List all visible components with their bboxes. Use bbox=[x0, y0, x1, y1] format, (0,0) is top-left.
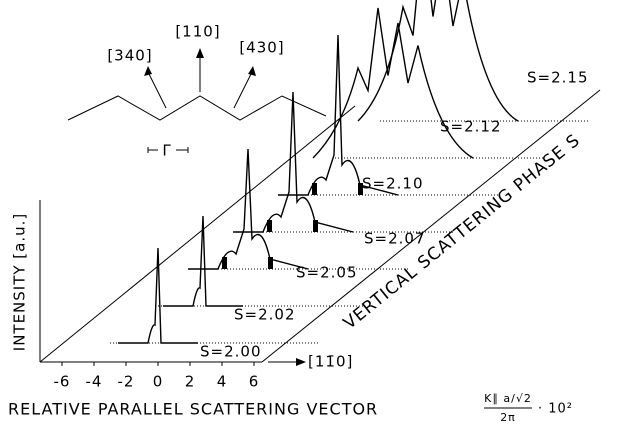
trace-bar bbox=[312, 183, 317, 195]
formula-factor: · 10² bbox=[538, 402, 573, 417]
formula-numerator: K∥ a/√2 bbox=[484, 392, 532, 405]
trace bbox=[118, 247, 198, 344]
depth-axis-right bbox=[261, 89, 601, 363]
x-tick-label: 6 bbox=[249, 373, 260, 391]
gamma-label: Γ bbox=[162, 142, 171, 160]
y-label: INTENSITY [a.u.] bbox=[11, 213, 29, 351]
arrow-head bbox=[196, 48, 204, 58]
formula-denominator: 2π bbox=[500, 411, 516, 424]
x-tick-label: -2 bbox=[118, 373, 135, 391]
arrow-head bbox=[296, 358, 306, 366]
trace bbox=[188, 148, 309, 270]
direction-label: [340] bbox=[107, 47, 152, 65]
trace-label: S=2.07 bbox=[364, 230, 426, 248]
gamma-marker bbox=[147, 147, 189, 153]
x-tick-label: 0 bbox=[153, 373, 164, 391]
zigzag bbox=[67, 95, 327, 121]
arrow-head bbox=[248, 66, 256, 76]
x-tick-label: -6 bbox=[54, 373, 71, 391]
trace-bar bbox=[267, 220, 272, 232]
trace bbox=[233, 91, 354, 233]
trace bbox=[357, 0, 519, 122]
arrow bbox=[233, 71, 253, 109]
trace-bar bbox=[268, 257, 273, 269]
trace-label: S=2.12 bbox=[440, 118, 502, 136]
arrow bbox=[147, 71, 167, 109]
trace-bar bbox=[358, 183, 363, 195]
structure-sketch: Γ [340] [110] [430] bbox=[67, 23, 327, 160]
depth-axis bbox=[39, 105, 356, 363]
trace-label: S=2.15 bbox=[527, 69, 589, 87]
arrow-head bbox=[144, 66, 152, 76]
x-tick-label: 2 bbox=[185, 373, 196, 391]
x-tick-label: -4 bbox=[86, 373, 103, 391]
trace-bar bbox=[222, 257, 227, 269]
trace-bar bbox=[313, 220, 318, 232]
trace-label: S=2.00 bbox=[200, 343, 262, 361]
x-label: RELATIVE PARALLEL SCATTERING VECTOR bbox=[8, 400, 378, 419]
trace bbox=[278, 34, 399, 196]
traces: S=2.00 S=2.02 S=2.05 S=2.07 S=2.10 S=2.12 S=2.… bbox=[110, 0, 590, 361]
x-direction: [11̄0] bbox=[308, 353, 353, 371]
x-tick-label: 4 bbox=[217, 373, 228, 391]
direction-label: [430] bbox=[239, 39, 284, 57]
direction-label: [110] bbox=[175, 23, 220, 41]
trace-label: S=2.05 bbox=[296, 264, 358, 282]
trace-label: S=2.02 bbox=[234, 306, 296, 324]
trace-label: S=2.10 bbox=[362, 175, 424, 193]
trace bbox=[163, 215, 243, 307]
